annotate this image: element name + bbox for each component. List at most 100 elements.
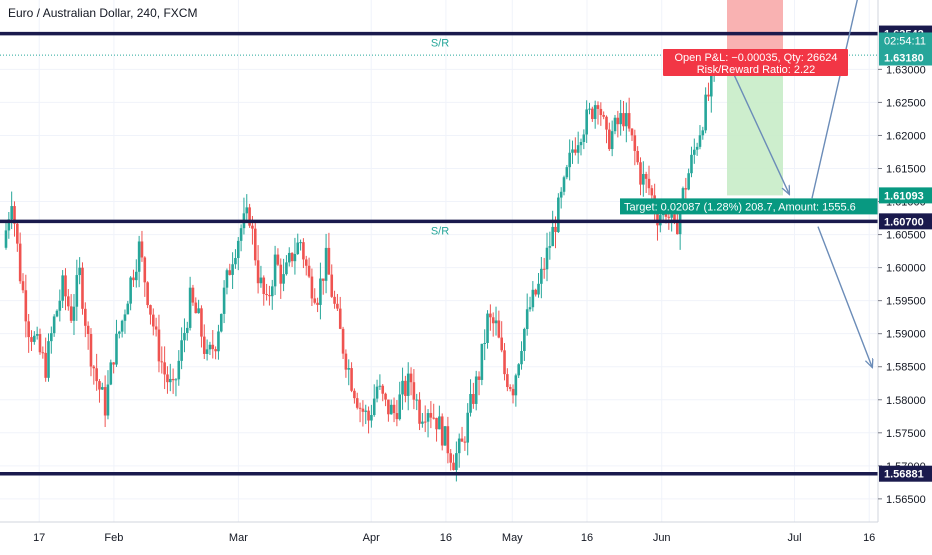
- candle-body: [690, 154, 693, 174]
- candle-body: [466, 412, 470, 443]
- candle-body: [384, 393, 387, 400]
- x-tick-label: 16: [863, 532, 875, 544]
- candle-body: [506, 374, 509, 388]
- candle-body: [67, 296, 70, 307]
- candle-body: [503, 350, 506, 375]
- candle-body: [251, 225, 254, 229]
- candle-body: [24, 290, 28, 322]
- candle-body: [106, 384, 110, 416]
- candle-body: [667, 216, 671, 218]
- candle-body: [602, 115, 605, 117]
- candle-body: [248, 207, 251, 226]
- candle-body: [622, 113, 625, 127]
- y-tick-label: 1.62500: [886, 97, 926, 109]
- candle-body: [194, 302, 198, 314]
- candle-body: [123, 314, 127, 321]
- candle-body: [619, 113, 622, 125]
- candle-body: [525, 309, 529, 330]
- level-price-tag: 1.56881: [884, 469, 924, 481]
- candle-body: [316, 302, 319, 305]
- candle-body: [84, 308, 87, 326]
- candle-body: [389, 404, 393, 415]
- candle-body: [177, 360, 181, 380]
- candle-body: [644, 173, 648, 179]
- candle-body: [585, 109, 588, 135]
- candle-body: [120, 320, 124, 332]
- candle-body: [307, 265, 311, 277]
- candle-body: [557, 197, 560, 233]
- candle-body: [676, 222, 679, 235]
- candle-body: [208, 344, 212, 350]
- candle-body: [599, 108, 603, 116]
- candle-body: [704, 94, 707, 131]
- candle-body: [41, 352, 45, 354]
- candle-body: [627, 113, 631, 129]
- candle-body: [72, 306, 76, 321]
- projection-arrow-down-2: [817, 226, 872, 367]
- x-tick-label: Jun: [653, 532, 671, 544]
- candle-body: [140, 241, 144, 258]
- candle-body: [253, 228, 257, 261]
- candle-body: [55, 310, 59, 317]
- symbol-name: Euro / Australian Dollar: [8, 6, 131, 20]
- candle-body: [472, 393, 475, 404]
- candle-body: [200, 308, 203, 337]
- candle-body: [559, 191, 563, 198]
- candle-body: [395, 413, 399, 420]
- candle-body: [205, 349, 209, 354]
- candle-body: [13, 206, 16, 224]
- candle-body: [457, 438, 461, 454]
- candle-body: [537, 283, 540, 295]
- candle-body: [372, 398, 376, 416]
- target-box: [620, 198, 878, 215]
- candle-body: [625, 113, 628, 127]
- projection-line-up: [811, 0, 858, 199]
- candle-body: [154, 326, 158, 330]
- candle-body: [338, 308, 342, 329]
- candle-body: [469, 393, 472, 413]
- candle-body: [562, 177, 566, 192]
- candle-body: [695, 146, 699, 150]
- level-name-label: S/R: [431, 225, 449, 237]
- candle-body: [520, 351, 523, 365]
- candle-body: [321, 278, 325, 281]
- candle-body: [514, 375, 518, 396]
- candle-body: [358, 407, 362, 409]
- candle-body: [290, 252, 294, 262]
- candle-body: [540, 268, 543, 284]
- y-tick-label: 1.61500: [886, 163, 926, 175]
- candle-body: [185, 327, 189, 333]
- candle-body: [511, 388, 515, 396]
- candle-body: [101, 387, 104, 390]
- level-price-tag-bg: [879, 213, 932, 230]
- y-tick-label: 1.57500: [886, 428, 926, 440]
- candle-body: [214, 349, 217, 352]
- candle-body: [565, 167, 569, 178]
- target-price-tag-bg: [879, 187, 932, 204]
- candle-body: [673, 214, 676, 223]
- candle-body: [38, 334, 42, 353]
- candle-body: [545, 247, 549, 270]
- candle-body: [421, 421, 424, 424]
- y-tick-label: 1.58500: [886, 362, 926, 374]
- candle-body: [137, 241, 141, 272]
- candle-body: [319, 278, 322, 305]
- candle-body: [523, 329, 526, 352]
- candle-body: [134, 271, 138, 281]
- candle-body: [18, 243, 22, 282]
- candle-body: [330, 274, 334, 297]
- y-tick-label: 1.60500: [886, 230, 926, 242]
- candle-body: [236, 240, 240, 259]
- candle-body: [630, 128, 634, 136]
- candle-body: [285, 262, 288, 275]
- target-price-tag: 1.61093: [884, 190, 924, 202]
- candle-body: [245, 207, 249, 214]
- candle-body: [381, 385, 385, 394]
- countdown-bg: [879, 32, 932, 48]
- candle-body: [219, 313, 223, 332]
- candle-body: [406, 373, 410, 396]
- candle-body: [426, 413, 430, 422]
- candle-body: [613, 117, 617, 132]
- candle-body: [81, 267, 84, 309]
